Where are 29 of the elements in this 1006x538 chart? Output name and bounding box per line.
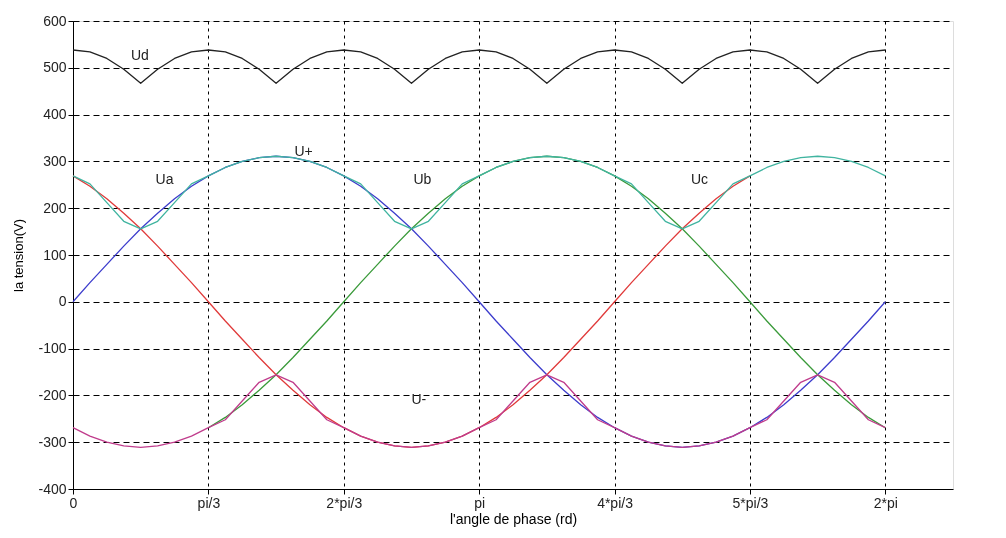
- annotation: Uc: [691, 171, 709, 188]
- x-tick-label: 2*pi/3: [326, 494, 363, 511]
- y-tick-label: 0: [58, 293, 67, 310]
- annotation: Ua: [155, 171, 174, 188]
- x-tick-label: 5*pi/3: [732, 494, 769, 511]
- line-series: [72, 374, 886, 448]
- y-tick-label: 400: [43, 106, 67, 123]
- y-tick-label: -400: [38, 480, 67, 497]
- x-tick-label: 0: [69, 494, 78, 511]
- y-tick-label: 100: [43, 246, 67, 263]
- annotation: U-: [411, 391, 427, 408]
- y-tick-label: -300: [38, 433, 67, 450]
- x-tick-label: pi/3: [197, 494, 221, 511]
- annotation: Ud: [130, 47, 149, 64]
- annotation: Ub: [413, 171, 432, 188]
- y-tick-label: 600: [43, 12, 67, 29]
- y-tick-label: -200: [38, 386, 67, 403]
- line-series: [72, 155, 886, 230]
- x-tick-label: 2*pi: [873, 494, 898, 511]
- y-tick-label: 500: [43, 59, 67, 76]
- x-axis-title: l'angle de phase (rd): [449, 510, 578, 527]
- x-tick-label: pi: [474, 494, 486, 511]
- x-tick-label: 4*pi/3: [597, 494, 634, 511]
- y-tick-label: 300: [43, 152, 67, 169]
- y-tick-label: 200: [43, 199, 67, 216]
- y-tick-label: -100: [38, 340, 67, 357]
- annotation: U+: [294, 143, 313, 160]
- line-series: [72, 49, 886, 84]
- y-axis-title: la tension(V): [11, 219, 27, 292]
